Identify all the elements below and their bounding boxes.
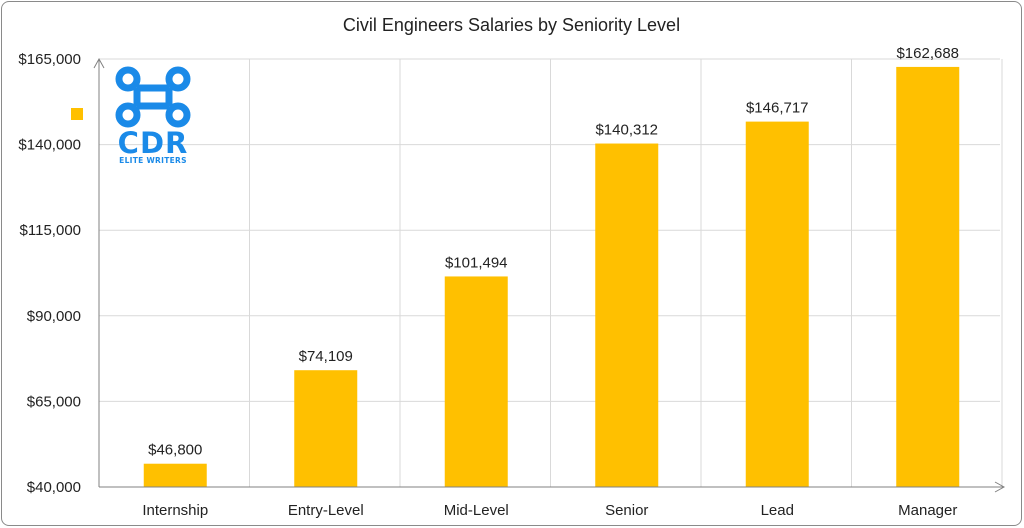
bar [896,66,960,487]
x-tick-label: Senior [605,502,648,519]
chart-title: Civil Engineers Salaries by Seniority Le… [342,15,681,35]
x-axis-arrow [994,481,1006,493]
logo-text: CDR [117,126,189,160]
data-label: $162,688 [896,45,959,62]
y-tick-label: $90,000 [27,308,81,325]
y-tick-label: $115,000 [20,222,81,239]
y-tick-label: $165,000 [18,51,81,68]
data-label: $46,800 [148,442,202,459]
y-axis-arrow [93,57,105,69]
x-tick-label: Entry-Level [288,502,364,519]
data-label: $74,109 [299,348,353,365]
bar [143,463,207,487]
logo: CDR ELITE WRITERS [114,66,192,166]
y-tick-label: $140,000 [18,137,81,154]
x-tick-label: Lead [761,502,794,519]
bar [745,121,809,488]
x-tick-label: Manager [898,502,957,519]
y-tick-label: $65,000 [27,393,81,410]
logo-subtext: ELITE WRITERS [119,156,187,165]
command-key-icon [115,66,191,128]
data-label: $101,494 [445,254,508,271]
x-tick-label: Internship [142,502,208,519]
data-label: $146,717 [746,100,809,117]
x-tick-label: Mid-Level [444,502,509,519]
bar [294,370,358,487]
bar [595,143,659,487]
legend-swatch [71,108,83,120]
bar [444,276,508,487]
y-tick-label: $40,000 [27,479,81,496]
data-label: $140,312 [595,122,658,139]
